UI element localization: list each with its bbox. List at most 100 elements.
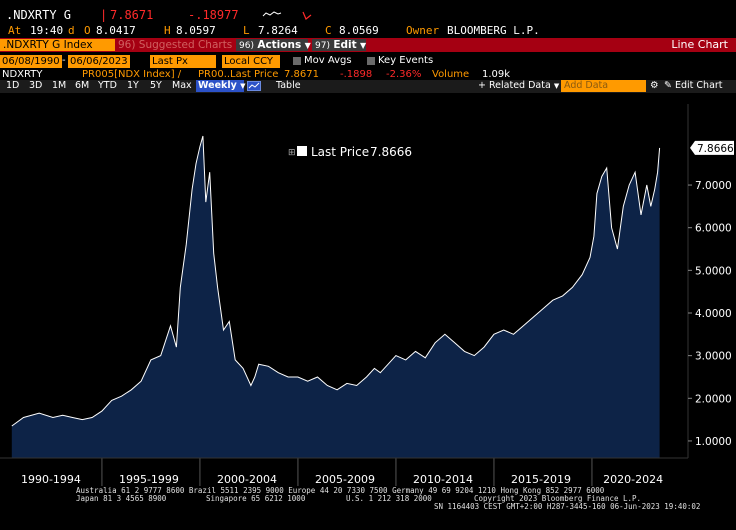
ticker-row: .NDXRTY G | 7.8671 -.18977 [0, 8, 736, 24]
price-chart[interactable]: 1.0000 2.0000 3.0000 4.0000 5.0000 6.0000 7.00… [0, 94, 736, 486]
period-tab-ytd[interactable]: YTD [98, 80, 117, 91]
y-tick-label: 1.0000 [695, 436, 732, 448]
ticker-change: -.18977 [188, 8, 239, 22]
quote-time: 19:40 [30, 24, 64, 37]
key-events-label: Key Events [378, 55, 434, 66]
footer-line-1: Australia 61 2 9777 8600 Brazil 5511 239… [76, 486, 605, 495]
ticker-symbol: .NDXRTY G [6, 8, 72, 22]
ohlc-row: At 19:40 d O 8.0417 H 8.0597 L 7.8264 C … [0, 24, 736, 38]
x-tick-label: 2000-2004 [217, 473, 277, 486]
related-data-label: Related Data [489, 80, 551, 91]
last-value-tag: 7.8666 [690, 140, 734, 155]
close-label: C [325, 24, 332, 37]
chart-title: Line Chart [671, 38, 728, 51]
y-tick-label: 4.0000 [695, 308, 732, 320]
function-bar: .NDXRTY G Index 96) Suggested Charts 96)… [0, 38, 736, 52]
x-tick-label: 2010-2014 [413, 473, 473, 486]
y-tick-label: 6.0000 [695, 223, 732, 235]
settings-icon[interactable]: ⚙ [650, 80, 659, 91]
add-data-input[interactable]: Add Data [561, 80, 646, 92]
owner-value: BLOOMBERG L.P. [447, 24, 540, 37]
edit-chart-button[interactable]: ✎ Edit Chart [664, 80, 723, 92]
dropdown-icon: ▼ [304, 41, 311, 50]
x-tick-label: 2020-2024 [603, 473, 663, 486]
edit-number: 97 [315, 41, 327, 51]
edit-label: Edit [333, 39, 357, 51]
actions-number: 96 [239, 41, 251, 51]
dropdown-icon: ▼ [359, 41, 367, 50]
edit-chart-label: Edit Chart [675, 80, 723, 91]
key-events-checkbox[interactable] [367, 57, 375, 65]
tooltip-label: Last Price [311, 145, 369, 159]
y-tick-label: 5.0000 [695, 265, 732, 277]
at-label: At [8, 24, 22, 37]
related-data-button[interactable]: + Related Data ▼ [478, 80, 559, 92]
x-tick-label: 2005-2009 [315, 473, 375, 486]
last-value-box [690, 140, 734, 155]
legend-last-price-label: Last Price [230, 69, 279, 80]
close-value: 8.0569 [339, 24, 379, 37]
line-chart-icon[interactable] [247, 81, 261, 91]
legend-change: -.1898 [340, 69, 373, 80]
ticker-last: 7.8671 [110, 8, 154, 22]
footer-copyright: Copyright 2023 Bloomberg Finance L.P. [474, 494, 642, 503]
legend-row: NDXRTY PR005[NDX Index] / PR00... Last P… [0, 69, 736, 81]
period-tab-1y[interactable]: 1Y [127, 80, 139, 91]
edit-menu[interactable]: 97) Edit ▼ [312, 39, 366, 51]
suggested-charts-button[interactable]: 96) Suggested Charts [118, 39, 233, 51]
security-field[interactable]: .NDXRTY G Index [0, 39, 115, 51]
period-bar: 1D 3D 1M 6M YTD 1Y 5Y Max Weekly ▼ Table… [0, 80, 736, 93]
footer-phone-us: U.S. 1 212 318 2000 [346, 494, 432, 503]
price-tooltip: ⊞ Last Price 7.8666 [288, 145, 412, 159]
x-tick-label: 1990-1994 [21, 473, 81, 486]
open-label: O [84, 24, 91, 37]
dropdown-icon: ▼ [553, 82, 560, 90]
y-tick-label: 2.0000 [695, 393, 732, 405]
pencil-icon: ✎ [664, 80, 672, 91]
legend-last-price: 7.8671 [284, 69, 319, 80]
period-tab-5y[interactable]: 5Y [150, 80, 162, 91]
high-value: 8.0597 [176, 24, 216, 37]
period-tab-6m[interactable]: 6M [75, 80, 90, 91]
legend-change-pct: -2.36% [386, 69, 422, 80]
x-tick-label: 1995-1999 [119, 473, 179, 486]
controls-row: 06/08/1990 - 06/06/2023 Last Px Local CC… [0, 55, 736, 69]
legend-study: PR005[NDX Index] / [82, 69, 182, 80]
d-label: d [68, 24, 75, 37]
footer-session-info: SN 1164403 CEST GMT+2:00 H287-3445-160 0… [434, 502, 701, 511]
last-value-label: 7.8666 [697, 143, 734, 155]
start-date-field[interactable]: 06/08/1990 [0, 55, 62, 68]
sparkline-icon [262, 11, 282, 17]
series-color-swatch [297, 146, 307, 156]
plus-icon: + [478, 80, 486, 91]
period-tab-3d[interactable]: 3D [29, 80, 43, 91]
expand-icon: ⊞ [288, 148, 296, 158]
x-tick-label: 2015-2019 [511, 473, 571, 486]
legend-study-2: PR00... [198, 69, 234, 80]
ticker-separator: | [100, 8, 108, 22]
frequency-select[interactable]: Weekly ▼ [196, 80, 246, 92]
tooltip-value: 7.8666 [370, 145, 412, 159]
footer-phone-japan: Japan 81 3 4565 8900 [76, 494, 167, 503]
currency-select[interactable]: Local CCY [222, 55, 280, 68]
end-date-field[interactable]: 06/06/2023 [68, 55, 130, 68]
footer-phone-singapore: Singapore 65 6212 1000 [206, 494, 306, 503]
period-tab-1m[interactable]: 1M [52, 80, 67, 91]
open-value: 8.0417 [96, 24, 136, 37]
dropdown-icon: ▼ [240, 82, 246, 90]
owner-label: Owner [406, 24, 440, 37]
actions-menu[interactable]: 96) Actions ▼ [236, 39, 311, 51]
y-tick-label: 3.0000 [695, 351, 732, 363]
period-tab-1d[interactable]: 1D [6, 80, 20, 91]
date-separator: - [62, 55, 66, 66]
series-line [11, 135, 661, 427]
low-label: L [243, 24, 250, 37]
table-button[interactable]: Table [276, 80, 301, 91]
series-area [11, 136, 660, 458]
period-tab-max[interactable]: Max [172, 80, 192, 91]
mov-avgs-label: Mov Avgs [304, 55, 352, 66]
actions-label: Actions [257, 39, 302, 51]
field-select[interactable]: Last Px [150, 55, 216, 68]
mov-avgs-checkbox[interactable] [293, 57, 301, 65]
low-value: 7.8264 [258, 24, 298, 37]
